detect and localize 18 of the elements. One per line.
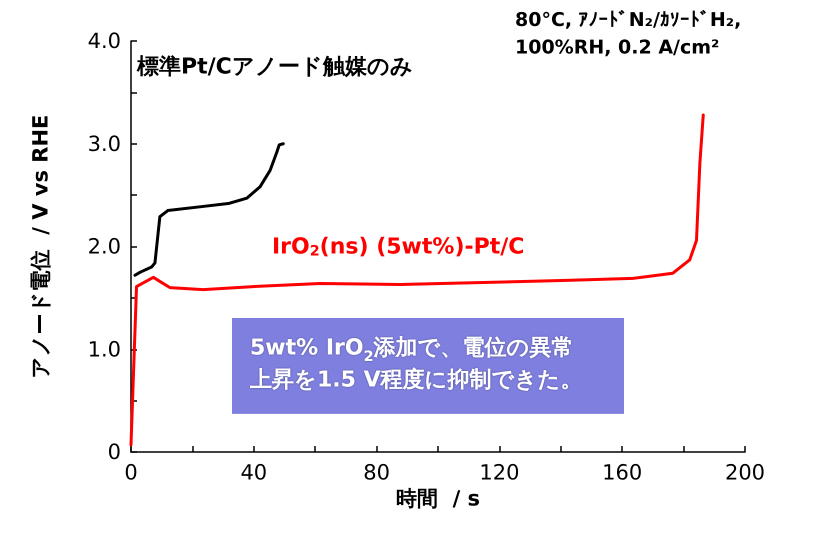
x-tick-label: 0 (124, 460, 138, 484)
annotation: 上昇を1.5 V程度に抑制できた。 (249, 366, 583, 392)
y-axis-title: アノード電位 / V vs RHE (28, 114, 52, 378)
x-tick-label: 160 (602, 460, 642, 484)
y-tick-label: 2.0 (88, 234, 121, 258)
y-tick-label: 1.0 (88, 337, 121, 362)
x-tick-label: 200 (724, 460, 766, 484)
x-tick-label: 120 (479, 460, 520, 484)
annotation: 80°C, ｱﾉｰﾄﾞN₂/ｶｿｰﾄﾞH₂, 100%RH, 0.2 A/cm² (515, 8, 742, 58)
x-tick-label: 40 (240, 460, 268, 484)
line-series (130, 113, 705, 446)
series-label: IrO2(ns) (5wt%)-Pt/C (272, 234, 524, 260)
text: 標準Pt/Cアノード触媒のみ (136, 54, 413, 80)
y-tick-label: 0 (108, 440, 121, 464)
y-tick-label: 4.0 (88, 29, 121, 53)
x-tick-label: 80 (363, 460, 390, 484)
y-tick-label: 3.0 (88, 132, 121, 156)
x-axis-title: 時間 / s (396, 486, 480, 510)
